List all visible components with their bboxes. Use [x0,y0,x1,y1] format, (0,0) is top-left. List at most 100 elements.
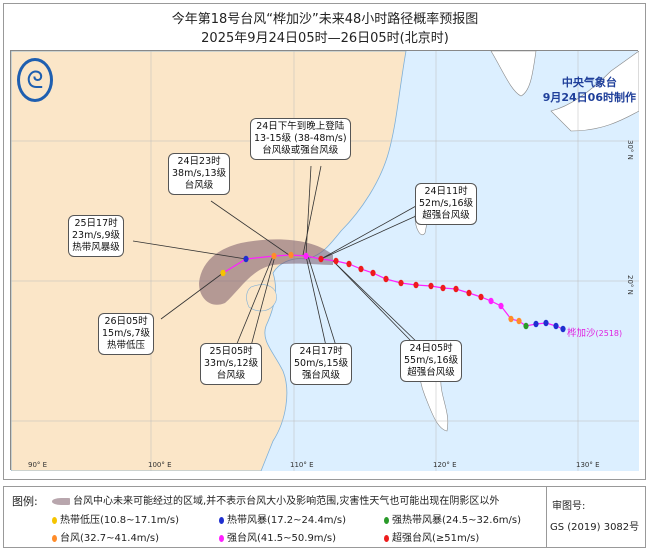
annotation-line: 13-15级 (38-48m/s) [254,133,347,144]
track-point [533,320,539,328]
annotation-line: 热带风暴级 [72,242,120,253]
review-number: GS (2019) 3082号 [550,522,640,533]
annotation-line: 52m/s,16级 [419,198,474,209]
legend-dot [384,534,389,542]
forecast-annotation: 26日05时 15m/s,7级 热带低压 [98,313,155,355]
leader-lines [132,165,422,347]
annotation-line: 23m/s,9级 [72,230,121,241]
agency-name: 中央气象台 [561,76,617,89]
lat-tick: 30° N [626,140,634,160]
track-point [288,251,294,259]
cma-logo: ᘓ [17,58,53,102]
lon-tick: 100° E [148,461,172,469]
legend-item: 台风(32.7~41.4m/s) [52,529,159,544]
legend-text: 强台风(41.5~50.9m/s) [227,533,337,544]
forecast-annotation: 25日05时 33m/s,12级 台风级 [200,343,263,385]
map-title: 今年第18号台风“桦加沙”未来48小时路径概率预报图 [171,12,479,27]
annotation-line: 超强台风级 [422,210,470,221]
legend-dot [52,534,57,542]
legend-item: 热带低压(10.8~17.1m/s) [52,511,179,526]
annotation-line: 24日下午到晚上登陆 [256,121,345,132]
legend-item: 热带风暴(17.2~24.4m/s) [219,511,346,526]
forecast-annotation: 24日下午到晚上登陆 13-15级 (38-48m/s) 台风级或强台风级 [250,118,351,160]
forecast-annotation: 24日05时 55m/s,16级 超强台风级 [400,340,463,382]
annotation-line: 台风级 [216,370,246,381]
annotation-line: 热带低压 [107,340,146,351]
track-point [523,322,529,330]
made-time: 9月24日06时制作 [542,91,636,104]
legend-text: 强热带风暴(24.5~32.6m/s) [392,515,522,526]
lon-tick: 120° E [433,461,457,469]
track-point [488,297,494,305]
forecast-annotation: 24日23时 38m/s,13级 台风级 [168,153,231,195]
forecast-annotation: 24日17时 50m/s,15级 强台风级 [290,343,353,385]
lon-tick: 130° E [576,461,600,469]
legend-text: 热带风暴(17.2~24.4m/s) [227,515,347,526]
track-point [370,269,376,277]
lat-tick: 20° N [626,275,634,295]
track-point [498,302,504,310]
review-label: 审图号: [552,501,586,512]
track-point [478,293,484,301]
annotation-line: 25日17时 [74,218,118,229]
legend-text: 超强台风(≥51m/s) [392,533,480,544]
annotation-line: 24日11时 [424,186,468,197]
legend-item: 强台风(41.5~50.9m/s) [219,529,336,544]
annotation-line: 24日23时 [177,156,221,167]
track-point [413,281,419,289]
annotation-line: 25日05时 [209,346,253,357]
legend: 图例: 台风中心未来可能经过的区域,并不表示台风大小及影响范围,灾害性天气也可能… [3,486,646,548]
legend-dot [52,516,57,524]
lon-tick: 110° E [290,461,314,469]
legend-cone: 台风中心未来可能经过的区域,并不表示台风大小及影响范围,灾害性天气也可能出现在阴… [52,492,499,507]
annotation-line: 24日17时 [299,346,343,357]
track-point [466,289,472,297]
track-point [243,255,249,263]
track-point [333,257,339,265]
track-point [220,269,226,277]
legend-item: 超强台风(≥51m/s) [384,529,479,544]
track-point [383,275,389,283]
legend-item: 强热带风暴(24.5~32.6m/s) [384,511,521,526]
legend-dot [219,534,224,542]
annotation-line: 38m/s,13级 [172,168,227,179]
track-point [543,319,549,327]
track-point [560,325,566,333]
track-point [318,255,324,263]
typhoon-name-label: 桦加沙(2518) [567,328,623,339]
track-point [398,279,404,287]
legend-text: 台风(32.7~41.4m/s) [60,533,160,544]
map-area [10,50,640,472]
annotation-line: 24日05时 [409,343,453,354]
annotation-line: 26日05时 [104,316,148,327]
annotation-line: 50m/s,15级 [294,358,349,369]
track-point [440,284,446,292]
map-subtitle: 2025年9月24日05时—26日05时(北京时) [201,31,449,46]
track-point [516,317,522,325]
forecast-annotation: 24日11时 52m/s,16级 超强台风级 [415,183,478,225]
legend-dot [384,516,389,524]
annotation-line: 33m/s,12级 [204,358,259,369]
track-point [508,315,514,323]
annotation-line: 15m/s,7级 [102,328,151,339]
hainan-island [246,284,277,312]
track-point [303,252,309,260]
map-svg [10,50,640,472]
track-point [346,260,352,268]
track-point [453,285,459,293]
lon-tick: 90° E [28,461,48,469]
cone-swatch [52,497,70,505]
annotation-line: 超强台风级 [407,367,455,378]
annotation-line: 台风级或强台风级 [262,145,339,156]
annotation-line: 强台风级 [302,370,341,381]
typhoon-track [220,251,566,333]
agency-block: 中央气象台 9月24日06时制作 [543,75,636,105]
track-point [428,282,434,290]
annotation-line: 55m/s,16级 [404,355,459,366]
figure-frame [3,3,646,480]
track-point [553,322,559,330]
annotation-line: 台风级 [184,180,214,191]
legend-dot [219,516,224,524]
legend-text: 热带低压(10.8~17.1m/s) [60,515,180,526]
track-point [271,252,277,260]
